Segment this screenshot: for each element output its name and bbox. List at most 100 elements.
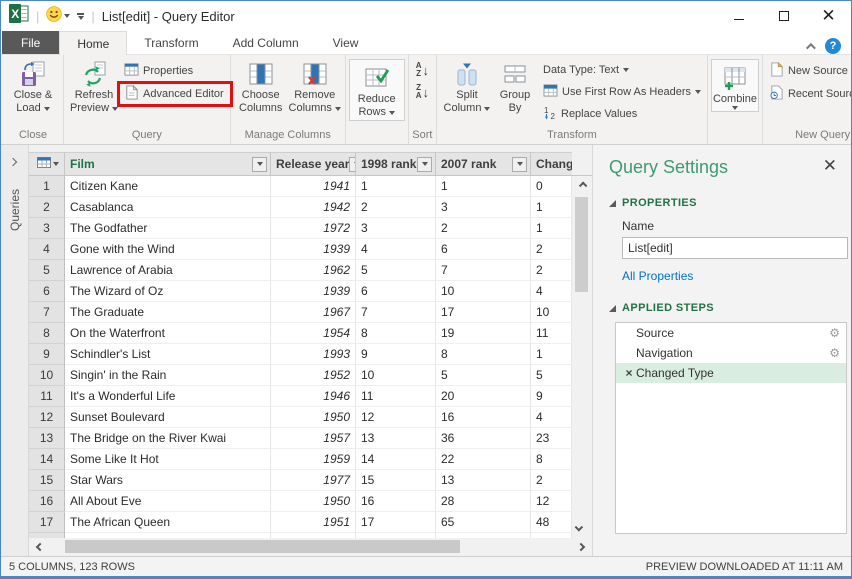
minimize-button[interactable] [716,1,761,31]
scroll-up-icon[interactable] [578,176,588,194]
applied-step-navigation[interactable]: Navigation ⚙ [616,343,846,363]
applied-step-source[interactable]: Source ⚙ [616,323,846,343]
table-row[interactable]: 17 The African Queen 1951 17 65 48 [29,512,572,533]
cell-2007-rank[interactable]: 19 [436,323,531,344]
cell-1998-rank[interactable]: 2 [356,197,436,218]
collapse-ribbon-icon[interactable] [805,42,816,53]
cell-film[interactable]: The Graduate [65,302,271,323]
close-and-load-button[interactable]: Close & Load [6,57,60,115]
cell-film[interactable]: Star Wars [65,470,271,491]
cell-film[interactable]: On the Waterfront [65,323,271,344]
cell-release-year[interactable]: 1951 [271,512,356,533]
cell-1998-rank[interactable]: 3 [356,218,436,239]
row-number[interactable]: 7 [29,302,65,323]
cell-2007-rank[interactable]: 7 [436,260,531,281]
cell-2007-rank[interactable]: 3 [436,197,531,218]
cell-1998-rank[interactable]: 14 [356,449,436,470]
cell-2007-rank[interactable]: 20 [436,386,531,407]
vertical-scrollbar[interactable] [572,176,590,537]
cell-film[interactable]: Gone with the Wind [65,239,271,260]
cell-2007-rank[interactable]: 65 [436,512,531,533]
filter-dropdown-1998-rank[interactable] [417,156,432,172]
cell-film[interactable]: It's a Wonderful Life [65,386,271,407]
row-number[interactable]: 14 [29,449,65,470]
cell-1998-rank[interactable]: 17 [356,512,436,533]
cell-release-year[interactable]: 1939 [271,239,356,260]
cell-1998-rank[interactable]: 5 [356,260,436,281]
tab-home[interactable]: Home [59,31,128,55]
cell-release-year[interactable]: 1942 [271,197,356,218]
cell-film[interactable]: Schindler's List [65,344,271,365]
recent-sources-button[interactable]: Recent Sources [766,84,851,104]
cell-2007-rank[interactable]: 22 [436,449,531,470]
help-icon[interactable]: ? [825,38,841,54]
column-header-change[interactable]: Change [531,152,572,176]
horizontal-scrollbar[interactable] [29,538,592,556]
properties-button[interactable]: Properties [121,61,227,81]
row-number[interactable]: 9 [29,344,65,365]
empty-cell[interactable] [436,533,531,542]
tab-file[interactable]: File [2,31,60,54]
applied-steps-section-header[interactable]: APPLIED STEPS [609,302,837,314]
row-number[interactable]: 6 [29,281,65,302]
advanced-editor-button[interactable]: Advanced Editor [121,84,227,104]
horizontal-scrollbar-thumb[interactable] [65,540,460,553]
cell-release-year[interactable]: 1941 [271,176,356,197]
cell-film[interactable]: Some Like It Hot [65,449,271,470]
feedback-smiley-button[interactable] [46,5,71,27]
row-number[interactable]: 8 [29,323,65,344]
cell-change[interactable]: 2 [531,239,572,260]
refresh-preview-button[interactable]: Refresh Preview [67,57,121,115]
cell-film[interactable]: Lawrence of Arabia [65,260,271,281]
use-first-row-as-headers-button[interactable]: Use First Row As Headers [540,82,704,102]
filter-dropdown-release-year[interactable] [349,156,355,172]
tab-transform[interactable]: Transform [144,35,199,50]
cell-release-year[interactable]: 1950 [271,407,356,428]
gear-icon[interactable]: ⚙ [829,346,840,360]
cell-2007-rank[interactable]: 1 [436,176,531,197]
table-row[interactable]: 10 Singin' in the Rain 1952 10 5 5 [29,365,572,386]
column-header-2007-rank[interactable]: 2007 rank [436,152,531,176]
cell-film[interactable]: Citizen Kane [65,176,271,197]
tab-view[interactable]: View [332,35,359,50]
cell-change[interactable]: 9 [531,386,572,407]
combine-button[interactable]: Combine [712,61,758,110]
cell-release-year[interactable]: 1954 [271,323,356,344]
cell-1998-rank[interactable]: 11 [356,386,436,407]
cell-1998-rank[interactable]: 4 [356,239,436,260]
empty-cell[interactable] [65,533,271,542]
row-number[interactable]: 11 [29,386,65,407]
cell-change[interactable]: 4 [531,281,572,302]
cell-film[interactable]: Singin' in the Rain [65,365,271,386]
table-row[interactable]: 1 Citizen Kane 1941 1 1 0 [29,176,572,197]
row-number[interactable]: 2 [29,197,65,218]
table-row[interactable]: 11 It's a Wonderful Life 1946 11 20 9 [29,386,572,407]
row-number[interactable]: 3 [29,218,65,239]
row-number[interactable]: 13 [29,428,65,449]
cell-1998-rank[interactable]: 16 [356,491,436,512]
filter-dropdown-2007-rank[interactable] [512,156,527,172]
cell-release-year[interactable]: 1972 [271,218,356,239]
filter-dropdown-film[interactable] [252,156,267,172]
maximize-button[interactable] [761,1,806,31]
cell-1998-rank[interactable]: 12 [356,407,436,428]
cell-change[interactable]: 11 [531,323,572,344]
empty-cell[interactable] [29,533,65,542]
remove-columns-button[interactable]: Remove Columns [288,57,342,115]
cell-change[interactable]: 23 [531,428,572,449]
table-row[interactable]: 7 The Graduate 1967 7 17 10 [29,302,572,323]
cell-film[interactable]: The Godfather [65,218,271,239]
table-row[interactable]: 16 All About Eve 1950 16 28 12 [29,491,572,512]
cell-2007-rank[interactable]: 8 [436,344,531,365]
row-number[interactable]: 10 [29,365,65,386]
scroll-left-icon[interactable] [29,542,51,552]
table-row[interactable]: 3 The Godfather 1972 3 2 1 [29,218,572,239]
cell-change[interactable]: 1 [531,218,572,239]
cell-release-year[interactable]: 1993 [271,344,356,365]
cell-1998-rank[interactable]: 10 [356,365,436,386]
cell-2007-rank[interactable]: 5 [436,365,531,386]
table-corner-menu[interactable] [29,152,65,176]
empty-cell[interactable] [271,533,356,542]
